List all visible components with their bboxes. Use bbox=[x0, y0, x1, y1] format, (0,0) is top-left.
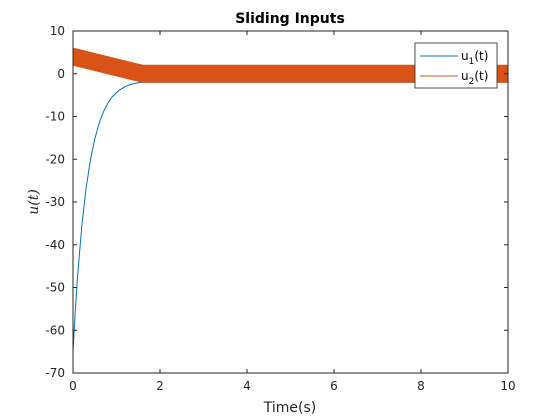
y-tick-label: -60 bbox=[45, 323, 65, 337]
legend-u1-base: u bbox=[461, 49, 469, 63]
y-tick-label: -40 bbox=[45, 238, 65, 252]
x-tick-label: 4 bbox=[243, 379, 251, 393]
x-tick-label: 10 bbox=[500, 379, 515, 393]
legend-entry-u1: u1(t) bbox=[461, 49, 488, 67]
y-tick-label: -70 bbox=[45, 366, 65, 380]
legend-box bbox=[414, 42, 498, 89]
y-tick-label: 0 bbox=[57, 67, 65, 81]
y-tick-label: -30 bbox=[45, 195, 65, 209]
legend-u1-sub: 1 bbox=[469, 57, 475, 67]
legend-u1-suffix: (t) bbox=[474, 49, 488, 63]
x-tick-label: 8 bbox=[417, 379, 425, 393]
legend-u2-suffix: (t) bbox=[474, 69, 488, 83]
y-tick-label: -10 bbox=[45, 110, 65, 124]
x-tick-label: 6 bbox=[330, 379, 338, 393]
y-tick-label: -20 bbox=[45, 152, 65, 166]
chart-title: Sliding Inputs bbox=[235, 11, 345, 27]
x-ticks: 0 2 4 6 8 10 bbox=[69, 31, 516, 393]
y-tick-label: 10 bbox=[50, 24, 65, 38]
y-tick-label: -50 bbox=[45, 281, 65, 295]
y-axis-label: u(t) bbox=[26, 189, 42, 215]
legend-u2-sub: 2 bbox=[469, 77, 475, 87]
x-tick-label: 0 bbox=[69, 379, 77, 393]
y-ticks: 10 0 -10 -20 -30 -40 -50 -60 -70 bbox=[45, 24, 508, 380]
legend: u1(t) u2(t) bbox=[414, 42, 498, 89]
x-tick-label: 2 bbox=[156, 379, 164, 393]
x-axis-label: Time(s) bbox=[263, 400, 316, 416]
legend-u2-base: u bbox=[461, 69, 469, 83]
legend-entry-u2: u2(t) bbox=[461, 69, 488, 87]
